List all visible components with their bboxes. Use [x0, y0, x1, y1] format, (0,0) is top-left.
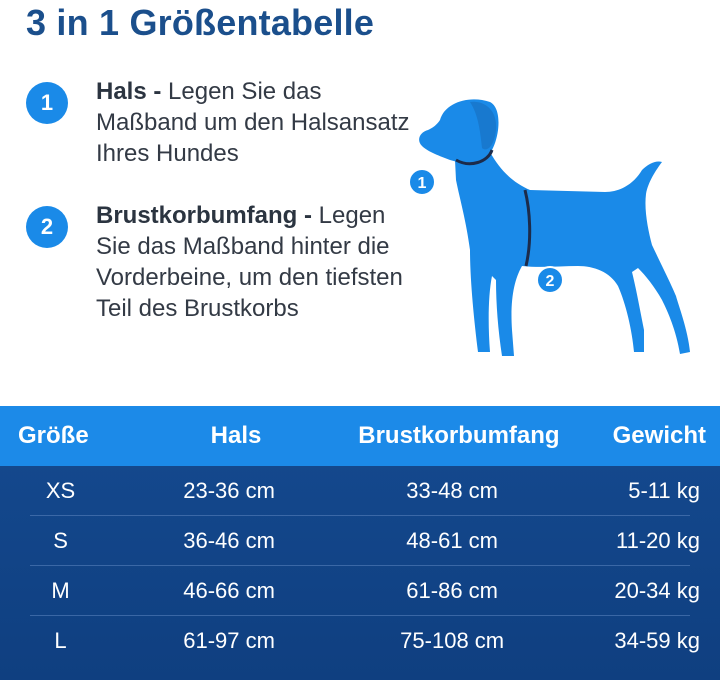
chest-marker-label: 2: [546, 273, 555, 290]
size-table-header: Größe Hals Brustkorbumfang Gewicht: [0, 406, 720, 466]
table-row: S 36-46 cm 48-61 cm 11-20 kg: [0, 516, 720, 566]
step-neck-text: Hals - Legen Sie das Maßband um den Hals…: [96, 76, 416, 169]
header-chest: Brustkorbumfang: [358, 422, 560, 449]
cell-size: XS: [45, 478, 76, 503]
table-row: M 46-66 cm 61-86 cm 20-34 kg: [0, 566, 720, 616]
cell-weight: 20-34 kg: [614, 578, 700, 603]
dog-illustration: 1 2: [408, 99, 690, 356]
cell-neck: 23-36 cm: [183, 478, 275, 503]
cell-weight: 34-59 kg: [614, 628, 700, 653]
step-neck-description: Legen Sie das Maßband um den Halsansatz …: [96, 78, 410, 167]
cell-neck: 36-46 cm: [183, 528, 275, 553]
size-table: Größe Hals Brustkorbumfang Gewicht XS 23…: [0, 406, 720, 680]
page-title: 3 in 1 Größentabelle: [26, 2, 375, 43]
chest-marker: 2: [536, 266, 564, 294]
cell-chest: 48-61 cm: [406, 528, 498, 553]
header-size: Größe: [18, 422, 89, 449]
step-number-1: 1: [26, 82, 68, 124]
header-weight: Gewicht: [612, 422, 706, 449]
cell-weight: 5-11 kg: [628, 478, 700, 503]
table-row: L 61-97 cm 75-108 cm 34-59 kg: [0, 616, 720, 666]
step-number-2: 2: [26, 206, 68, 248]
neck-marker: 1: [408, 168, 436, 196]
cell-chest: 61-86 cm: [406, 578, 498, 603]
header-neck: Hals: [210, 422, 262, 449]
cell-chest: 33-48 cm: [406, 478, 498, 503]
step-chest-heading: Brustkorbumfang -: [96, 202, 312, 229]
step-chest-description: Legen Sie das Maßband hinter die Vorderb…: [96, 202, 403, 322]
cell-neck: 61-97 cm: [183, 628, 275, 653]
table-row: XS 23-36 cm 33-48 cm 5-11 kg: [0, 466, 720, 516]
cell-size: L: [54, 628, 67, 653]
step-chest-text: Brustkorbumfang - Legen Sie das Maßband …: [96, 200, 416, 324]
cell-size: M: [51, 578, 70, 603]
cell-chest: 75-108 cm: [400, 628, 505, 653]
cell-weight: 11-20 kg: [616, 528, 700, 553]
step-neck-heading: Hals -: [96, 78, 162, 105]
cell-size: S: [53, 528, 68, 553]
cell-neck: 46-66 cm: [183, 578, 275, 603]
neck-marker-label: 1: [418, 175, 427, 192]
